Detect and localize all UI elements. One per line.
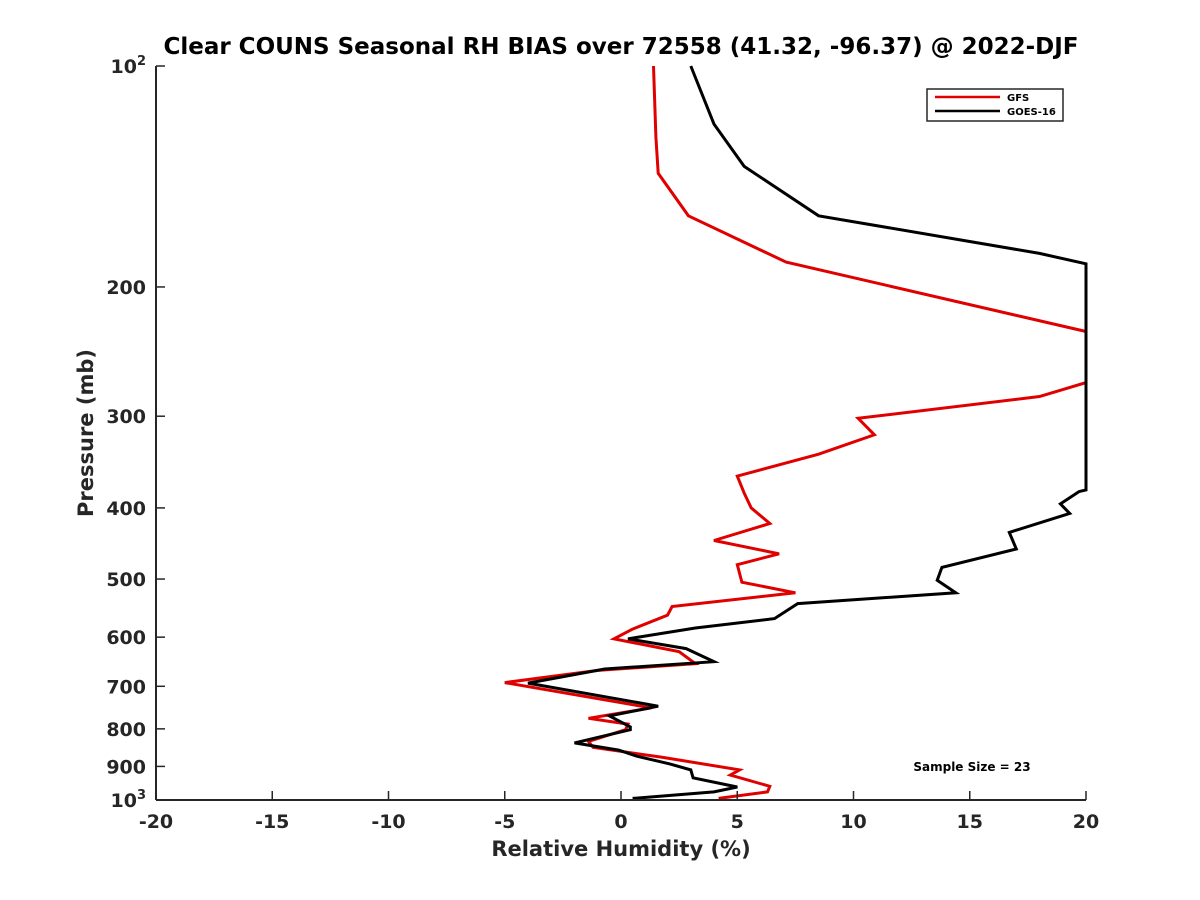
y-tick-label-power: 102 [111, 54, 147, 78]
series-layer [504, 65, 1088, 800]
x-axis-label: Relative Humidity (%) [491, 837, 750, 861]
x-tick-label: 15 [957, 811, 983, 833]
y-tick-label: 900 [106, 756, 146, 778]
x-tick-label: -15 [255, 811, 289, 833]
x-tick-label: 5 [731, 811, 744, 833]
sample-size-annotation: Sample Size = 23 [913, 760, 1030, 774]
legend: GFS GOES-16 [926, 88, 1064, 122]
plot-area [156, 66, 1086, 800]
y-tick-label: 800 [106, 719, 146, 741]
legend-label-gfs: GFS [1007, 93, 1029, 104]
x-tick-label: 10 [840, 811, 866, 833]
x-tick-label: -5 [494, 811, 515, 833]
y-axis-label: Pressure (mb) [74, 349, 98, 517]
chart-title: Clear COUNS Seasonal RH BIAS over 72558 … [163, 34, 1078, 60]
y-tick-label: 700 [106, 676, 146, 698]
x-tick-label: 20 [1073, 811, 1099, 833]
legend-label-goes-16: GOES-16 [1007, 107, 1056, 118]
x-tick-label: 0 [614, 811, 627, 833]
x-tick-label: -20 [139, 811, 173, 833]
y-tick-label: 200 [106, 277, 146, 299]
y-tick-label: 300 [106, 406, 146, 428]
legend-box [926, 88, 1064, 122]
x-tick-label: -10 [371, 811, 405, 833]
y-tick-label: 600 [106, 627, 146, 649]
y-tick-layer: 200 300 400 500 600 700 800 900 102 103 [106, 54, 165, 812]
y-tick-label: 500 [106, 569, 146, 591]
y-tick-label: 400 [106, 498, 146, 520]
y-tick-label-power: 103 [111, 788, 147, 812]
x-tick-layer: -20 -15 -10 -5 0 5 10 15 20 [139, 791, 1099, 833]
series-line-goes-16 [527, 65, 1088, 800]
